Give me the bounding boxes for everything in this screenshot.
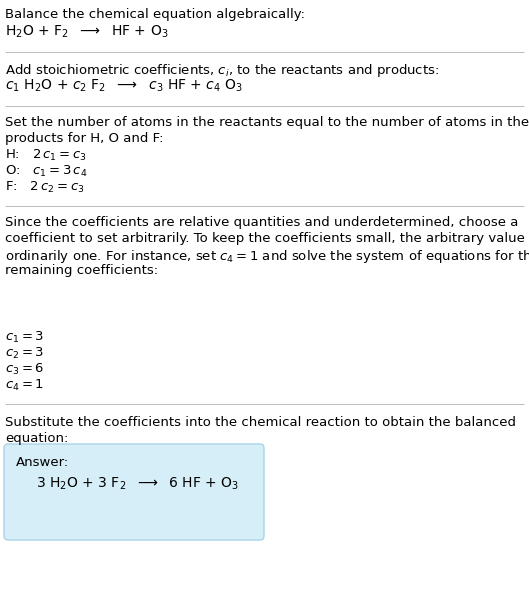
Text: $c_1$ H$_2$O + $c_2$ F$_2$  $\longrightarrow$  $c_3$ HF + $c_4$ O$_3$: $c_1$ H$_2$O + $c_2$ F$_2$ $\longrightar… [5,78,243,95]
Text: ordinarily one. For instance, set $c_4 = 1$ and solve the system of equations fo: ordinarily one. For instance, set $c_4 =… [5,248,529,265]
Text: Set the number of atoms in the reactants equal to the number of atoms in the: Set the number of atoms in the reactants… [5,116,529,129]
Text: Answer:: Answer: [16,456,69,469]
Text: coefficient to set arbitrarily. To keep the coefficients small, the arbitrary va: coefficient to set arbitrarily. To keep … [5,232,529,245]
Text: remaining coefficients:: remaining coefficients: [5,264,158,277]
Text: equation:: equation: [5,432,68,445]
Text: H$_2$O + F$_2$  $\longrightarrow$  HF + O$_3$: H$_2$O + F$_2$ $\longrightarrow$ HF + O$… [5,24,168,41]
Text: $c_2 = 3$: $c_2 = 3$ [5,346,44,361]
Text: O:   $c_1 = 3\,c_4$: O: $c_1 = 3\,c_4$ [5,164,87,179]
Text: Add stoichiometric coefficients, $c_i$, to the reactants and products:: Add stoichiometric coefficients, $c_i$, … [5,62,439,79]
Text: Substitute the coefficients into the chemical reaction to obtain the balanced: Substitute the coefficients into the che… [5,416,516,429]
Text: $c_1 = 3$: $c_1 = 3$ [5,330,44,345]
Text: products for H, O and F:: products for H, O and F: [5,132,163,145]
Text: $c_3 = 6$: $c_3 = 6$ [5,362,44,377]
Text: Balance the chemical equation algebraically:: Balance the chemical equation algebraica… [5,8,305,21]
Text: H:   $2\,c_1 = c_3$: H: $2\,c_1 = c_3$ [5,148,87,163]
Text: F:   $2\,c_2 = c_3$: F: $2\,c_2 = c_3$ [5,180,85,195]
Text: 3 H$_2$O + 3 F$_2$  $\longrightarrow$  6 HF + O$_3$: 3 H$_2$O + 3 F$_2$ $\longrightarrow$ 6 H… [36,476,239,492]
Text: Since the coefficients are relative quantities and underdetermined, choose a: Since the coefficients are relative quan… [5,216,518,229]
FancyBboxPatch shape [4,444,264,540]
Text: $c_4 = 1$: $c_4 = 1$ [5,378,44,393]
